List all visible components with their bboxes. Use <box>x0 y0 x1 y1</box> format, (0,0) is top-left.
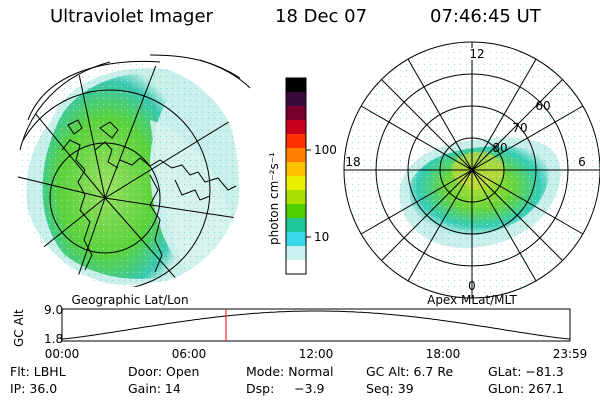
geographic-caption: Geographic Lat/Lon <box>71 293 188 307</box>
colorbar-segment <box>286 134 306 149</box>
dsp-status: Dsp: −3.9 <box>246 381 325 396</box>
colorbar-segment <box>286 232 306 247</box>
colorbar-segment <box>286 92 306 107</box>
flight-info: Flt: LBHL <box>10 364 66 379</box>
colorbar-segment <box>286 120 306 135</box>
mlt-label-0: 0 <box>468 279 476 293</box>
door-status: Door: Open <box>128 364 200 379</box>
colorbar-segment <box>286 246 306 261</box>
colorbar-segment <box>286 106 306 121</box>
ip-status: IP: 36.0 <box>10 381 58 396</box>
seq-status: Seq: 39 <box>366 381 414 396</box>
glat-status: GLat: −81.3 <box>488 364 564 379</box>
colorbar-segment <box>286 162 306 177</box>
mlat-label-60: 60 <box>535 99 550 113</box>
alt-tick-low: 1.8 <box>44 332 63 346</box>
gc-alt-axis-label: GC Alt <box>12 309 26 347</box>
colorbar-segment <box>286 176 306 191</box>
time-tick-1200: 12:00 <box>299 347 334 361</box>
mlat-label-80: 80 <box>492 141 507 155</box>
time-tick-0000: 00:00 <box>45 347 80 361</box>
glon-status: GLon: 267.1 <box>488 381 564 396</box>
time-label: 07:46:45 UT <box>430 6 541 27</box>
altitude-curve <box>61 310 571 340</box>
colorbar-segment <box>286 260 306 275</box>
gc-alt-status: GC Alt: 6.7 Re <box>366 364 454 379</box>
gain-status: Gain: 14 <box>128 381 181 396</box>
mlt-label-6: 6 <box>578 155 586 169</box>
time-tick-2359: 23:59 <box>553 347 588 361</box>
mlat-label-70: 70 <box>512 121 527 135</box>
geographic-image <box>18 54 251 287</box>
colorbar-segment <box>286 78 306 93</box>
mode-status: Mode: Normal <box>246 364 334 379</box>
colorbar-segment <box>286 218 306 233</box>
magnetic-caption: Apex MLat/MLT <box>427 293 517 307</box>
alt-tick-high: 9.0 <box>44 303 63 317</box>
mlt-label-18: 18 <box>345 155 360 169</box>
colorbar-segment <box>286 204 306 219</box>
colorbar-segment <box>286 190 306 205</box>
app-title: Ultraviolet Imager <box>50 6 213 27</box>
magnetic-polar-plot: 12 18 6 0 60 70 80 <box>343 41 600 299</box>
colorbar-unit-label: photon cm⁻²s⁻¹ <box>267 152 281 245</box>
colorbar-segment <box>286 148 306 163</box>
colorbar: 100 10 photon cm⁻²s⁻¹ <box>267 77 337 275</box>
time-tick-0600: 06:00 <box>172 347 207 361</box>
time-tick-1800: 18:00 <box>426 347 461 361</box>
mlt-label-12: 12 <box>469 47 484 61</box>
date-label: 18 Dec 07 <box>275 6 368 27</box>
altitude-timeline: 9.0 1.8 GC Alt 00:00 06:00 12:00 18:00 2… <box>12 303 587 361</box>
colorbar-tick-100: 100 <box>314 143 337 157</box>
colorbar-tick-10: 10 <box>314 230 329 244</box>
